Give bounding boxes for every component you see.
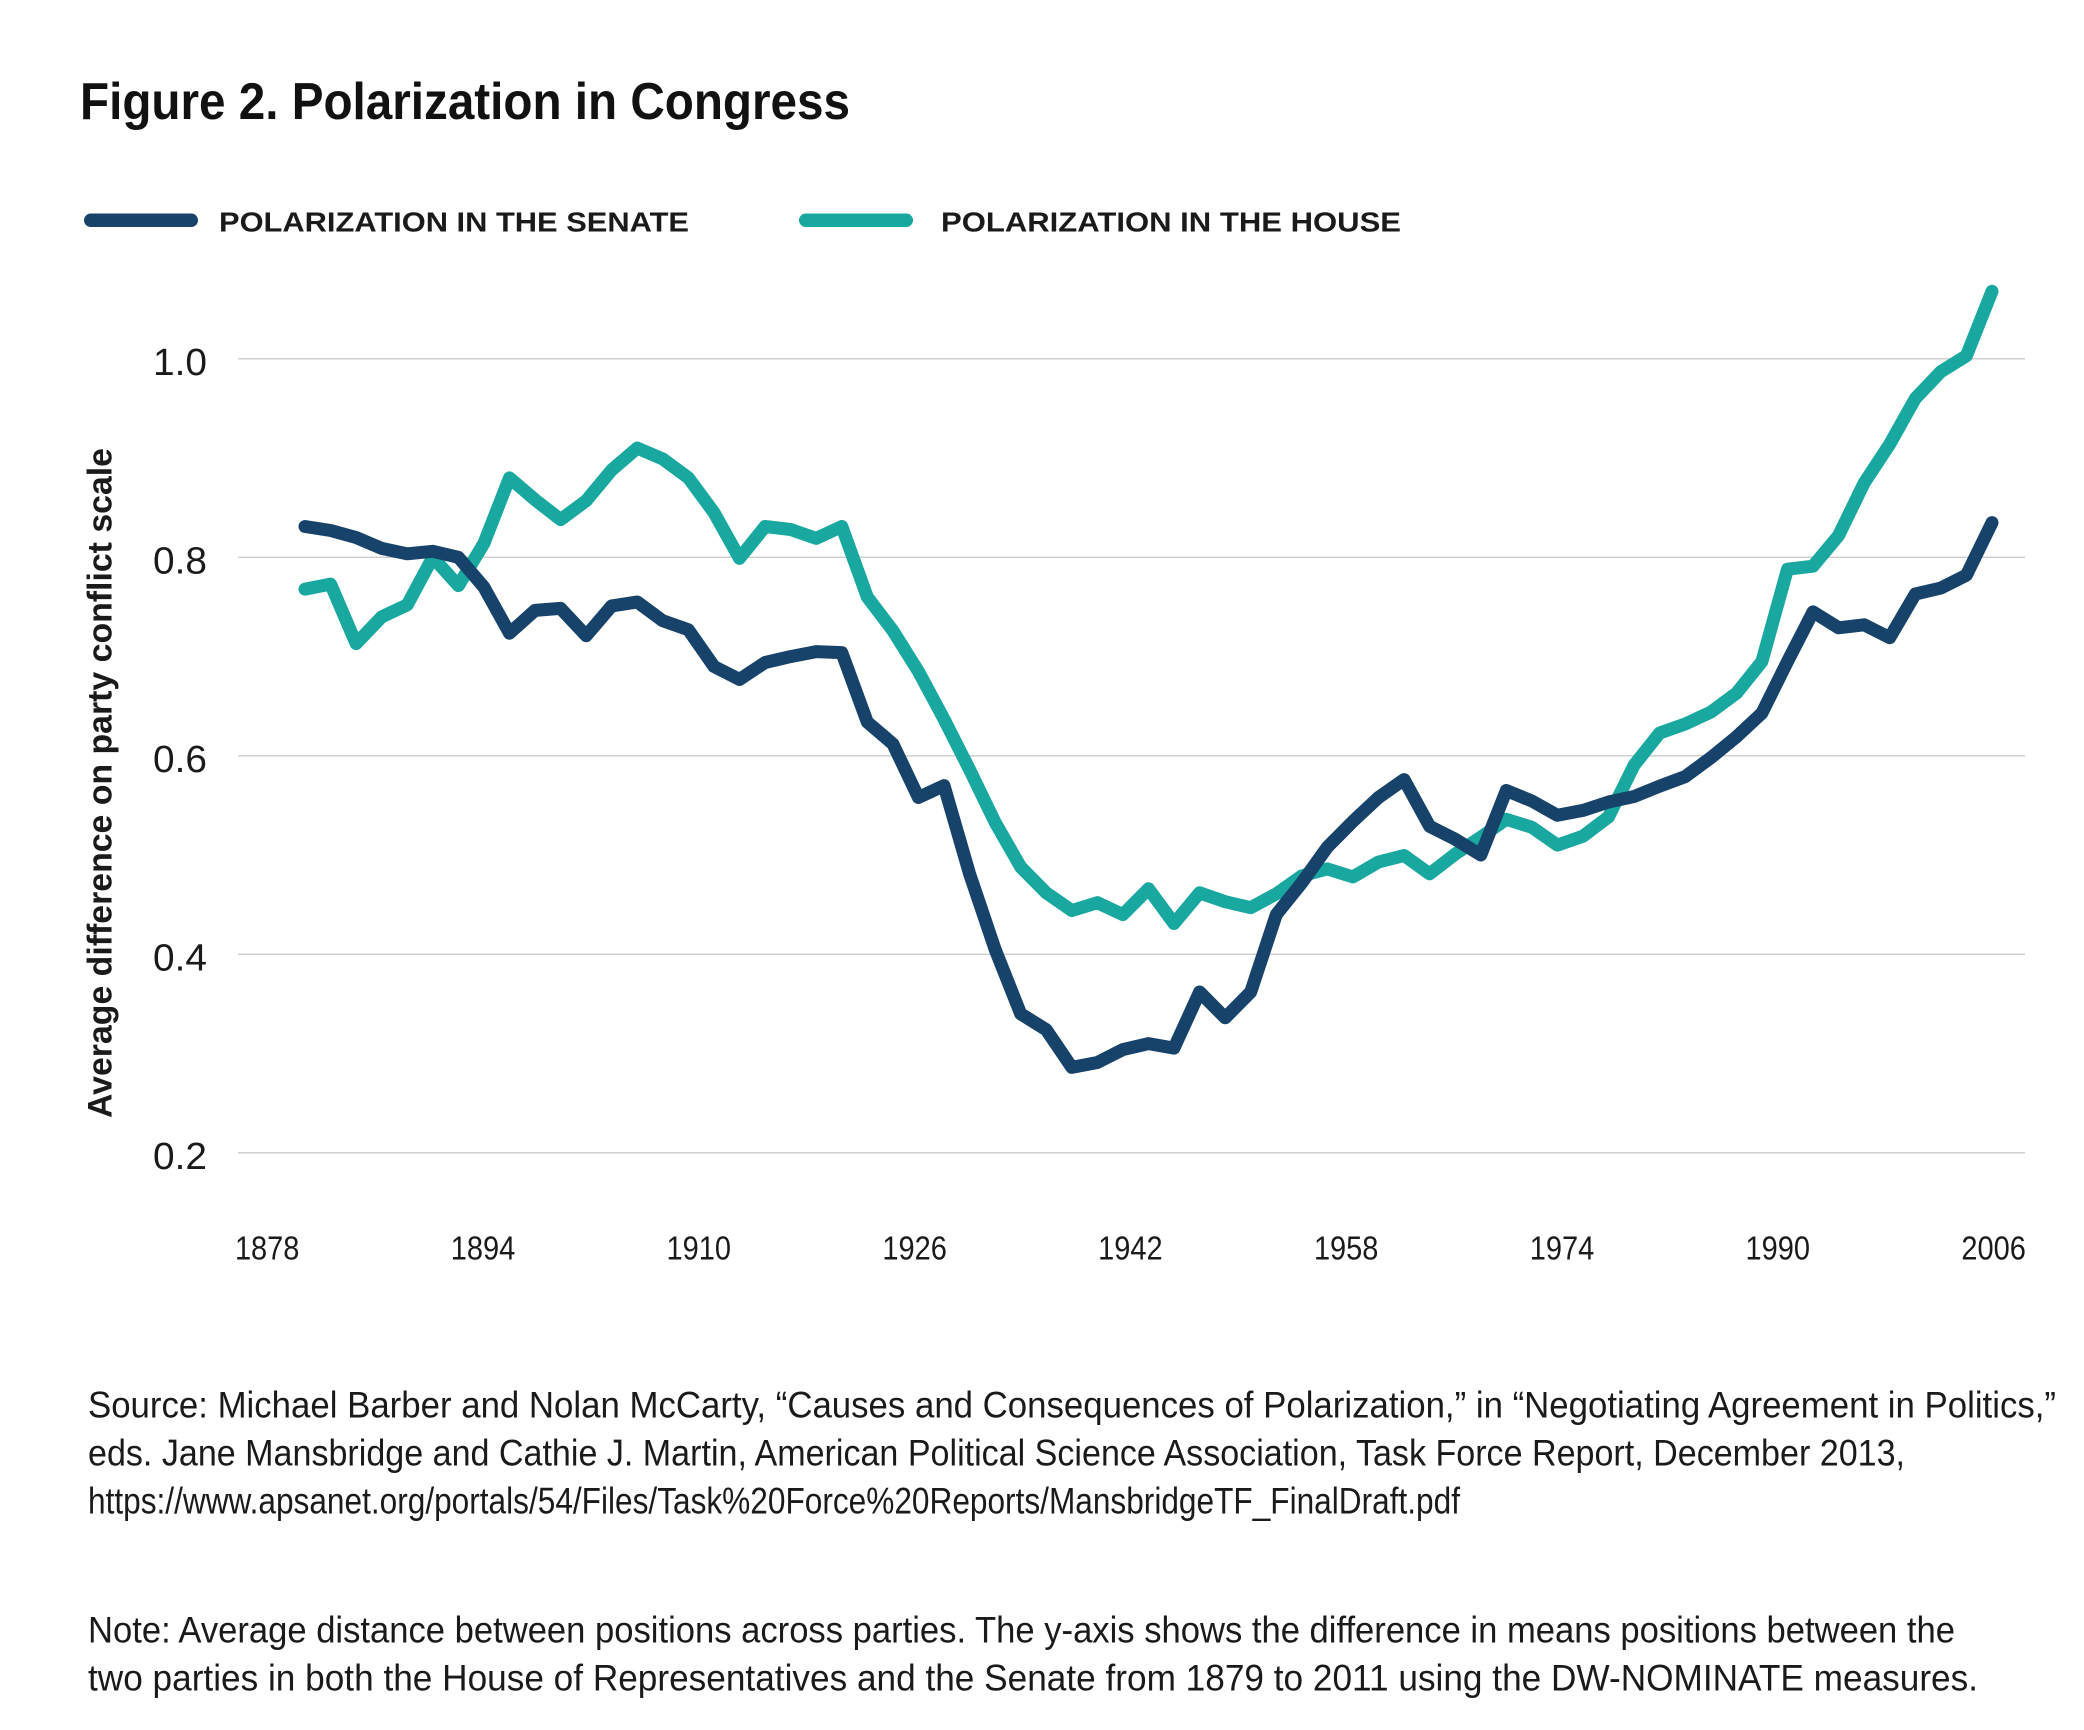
svg-text:two parties in both the House: two parties in both the House of Represe… xyxy=(88,1658,1978,1699)
svg-text:Figure 2. Polarization in Cong: Figure 2. Polarization in Congress xyxy=(80,73,850,131)
svg-text:1958: 1958 xyxy=(1314,1229,1379,1266)
svg-text:1974: 1974 xyxy=(1530,1229,1595,1266)
svg-text:Note: Average distance between: Note: Average distance between positions… xyxy=(88,1610,1955,1651)
svg-text:1878: 1878 xyxy=(235,1229,300,1266)
svg-text:2006: 2006 xyxy=(1961,1229,2026,1266)
svg-text:0.2: 0.2 xyxy=(153,1136,207,1178)
svg-text:0.8: 0.8 xyxy=(153,541,207,583)
svg-text:0.6: 0.6 xyxy=(153,739,207,781)
svg-text:1990: 1990 xyxy=(1746,1229,1811,1266)
svg-text:https://www.apsanet.org/portal: https://www.apsanet.org/portals/54/Files… xyxy=(88,1481,1461,1522)
svg-text:Average difference on party co: Average difference on party conflict sca… xyxy=(82,448,120,1118)
svg-text:eds. Jane Mansbridge and Cathi: eds. Jane Mansbridge and Cathie J. Marti… xyxy=(88,1433,1905,1474)
svg-text:1.0: 1.0 xyxy=(153,342,207,384)
svg-text:POLARIZATION IN THE HOUSE: POLARIZATION IN THE HOUSE xyxy=(941,207,1401,238)
svg-text:1926: 1926 xyxy=(882,1229,947,1266)
svg-text:0.4: 0.4 xyxy=(153,938,207,980)
svg-text:1894: 1894 xyxy=(451,1229,516,1266)
svg-text:Source: Michael Barber and Nol: Source: Michael Barber and Nolan McCarty… xyxy=(88,1385,2056,1426)
svg-text:1910: 1910 xyxy=(667,1229,732,1266)
svg-text:1942: 1942 xyxy=(1098,1229,1163,1266)
svg-text:POLARIZATION IN THE SENATE: POLARIZATION IN THE SENATE xyxy=(219,207,689,238)
